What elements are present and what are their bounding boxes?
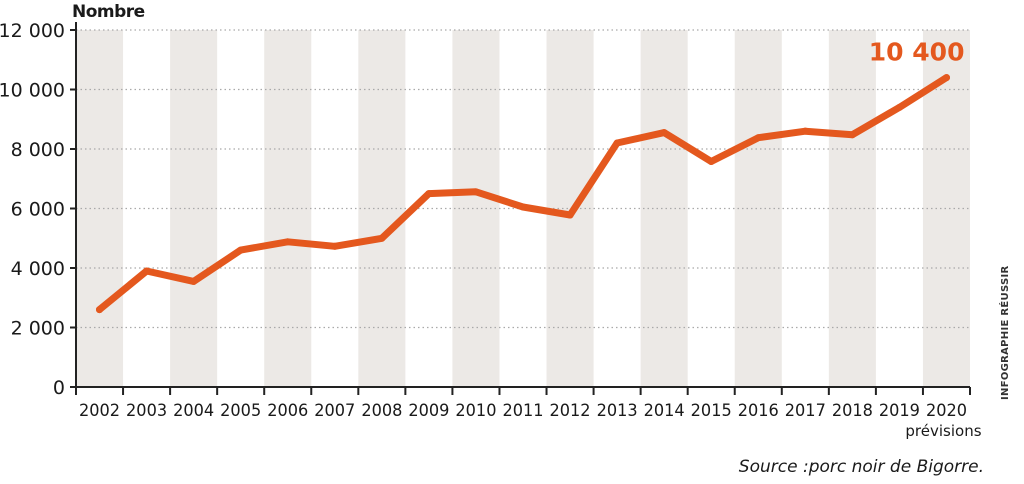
y-tick-label: 10 000 (0, 80, 65, 102)
x-tick-label: 2019 (879, 401, 920, 421)
data-point (378, 234, 386, 242)
data-point (96, 306, 104, 314)
data-point (895, 103, 903, 111)
data-point (801, 127, 809, 135)
y-tick-label: 12 000 (0, 20, 65, 42)
x-tick-label: 2010 (455, 401, 496, 421)
x-tick-label: 2005 (220, 401, 261, 421)
data-point (613, 139, 621, 147)
x-tick-label: 2007 (314, 401, 355, 421)
data-point (284, 238, 292, 246)
data-point (143, 267, 151, 275)
y-tick-label: 0 (53, 377, 65, 399)
value-annotation: 10 400 (869, 38, 965, 67)
data-point (425, 190, 433, 198)
series-line (96, 74, 950, 314)
x-sublabel-previsions: prévisions (905, 422, 981, 440)
x-tick-label: 2020 (926, 401, 967, 421)
data-point (660, 129, 668, 137)
x-tick-label: 2017 (785, 401, 826, 421)
x-tick-label: 2015 (691, 401, 732, 421)
data-point (707, 157, 715, 165)
y-tick-label: 6 000 (11, 199, 65, 221)
infographic-credit: INFOGRAPHIE RÉUSSIR (1000, 265, 1011, 400)
x-tick-label: 2014 (644, 401, 685, 421)
data-point (942, 74, 950, 82)
x-tick-label: 2012 (550, 401, 591, 421)
x-tick-label: 2002 (79, 401, 120, 421)
data-point (754, 134, 762, 142)
y-axis-title: Nombre (72, 2, 145, 22)
y-tick-label: 4 000 (11, 258, 65, 280)
data-point (331, 242, 339, 250)
x-tick-label: 2018 (832, 401, 873, 421)
data-point (472, 188, 480, 196)
x-tick-label: 2006 (267, 401, 308, 421)
x-tick-label: 2011 (502, 401, 543, 421)
x-tick-label: 2013 (597, 401, 638, 421)
data-point (237, 246, 245, 254)
source-note: Source :porc noir de Bigorre. (738, 457, 984, 477)
data-point (848, 131, 856, 139)
data-point (190, 277, 198, 285)
column-stripe (358, 30, 406, 387)
data-point (566, 211, 574, 219)
data-point (519, 203, 527, 211)
y-tick-label: 2 000 (11, 318, 65, 340)
x-tick-label: 2008 (361, 401, 402, 421)
y-tick-label: 8 000 (11, 139, 65, 161)
x-tick-label: 2004 (173, 401, 214, 421)
x-tick-label: 2016 (738, 401, 779, 421)
x-tick-label: 2003 (126, 401, 167, 421)
x-tick-label: 2009 (408, 401, 449, 421)
column-stripe (452, 30, 500, 387)
